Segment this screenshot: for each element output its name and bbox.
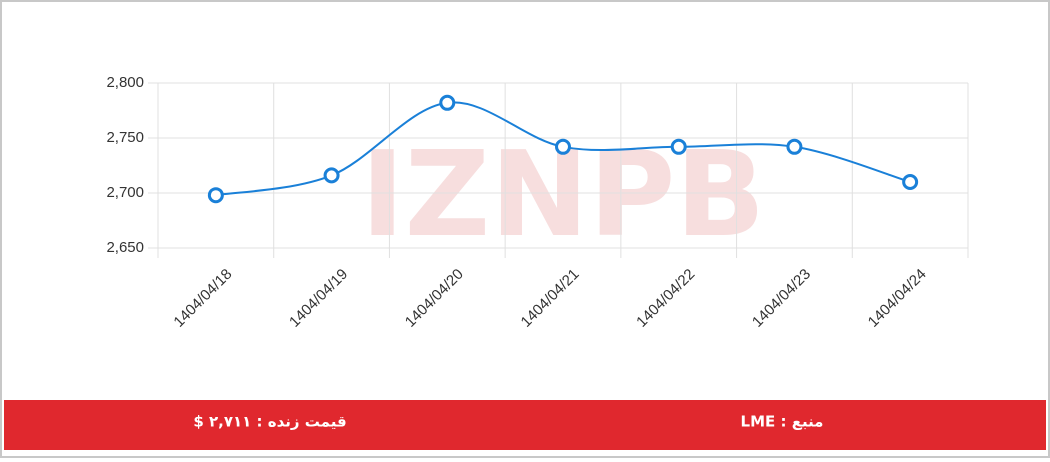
point [207, 187, 224, 204]
y-tick-label: 2,700 [106, 184, 144, 201]
point [323, 167, 340, 184]
footer-bar [4, 400, 1046, 450]
point [670, 138, 687, 155]
point [555, 138, 571, 155]
point [439, 94, 456, 111]
point [786, 138, 803, 155]
source: منبع : LME [741, 413, 824, 431]
y-tick-label: 2,800 [106, 74, 144, 91]
y-tick-label: 2,650 [106, 239, 144, 256]
live-price: قیمت زنده : ۲,۷۱۱ $ [193, 413, 346, 431]
y-tick-label: 2,750 [106, 129, 144, 146]
point [902, 174, 919, 190]
